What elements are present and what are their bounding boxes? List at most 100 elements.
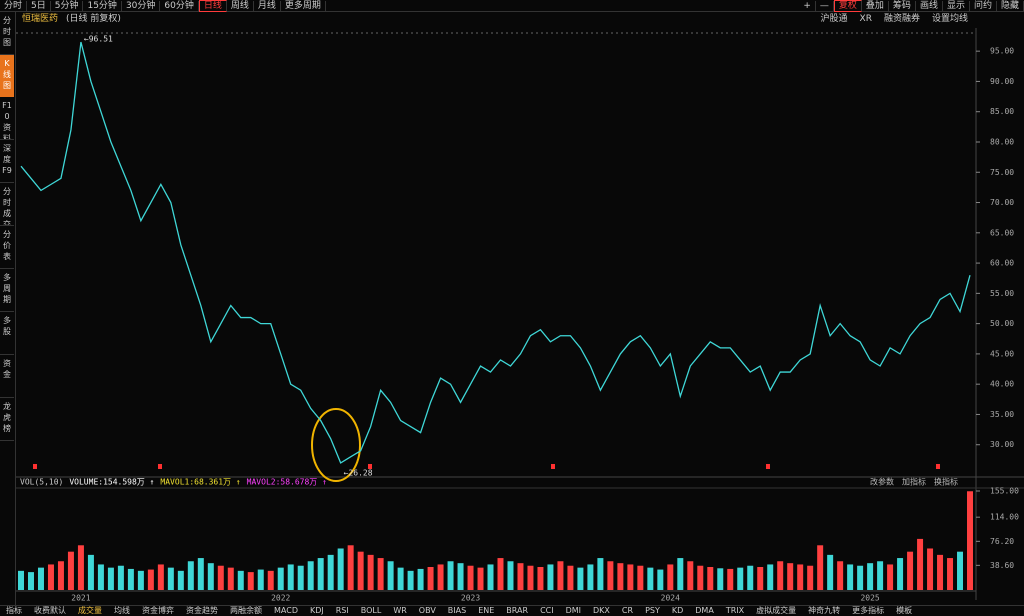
side-tab[interactable]: 深度F9 [0, 140, 14, 183]
volume-bar [97, 564, 104, 590]
side-tab[interactable]: 分价表 [0, 226, 14, 269]
tool-button[interactable]: 画线 [916, 0, 943, 11]
volume-bar [717, 568, 724, 590]
indicator-tab[interactable]: RSI [335, 606, 349, 615]
volume-bar [857, 565, 864, 590]
header-link[interactable]: 沪股通 [820, 14, 848, 24]
y-tick-label: 76.20 [990, 537, 1014, 546]
volume-bar [537, 567, 544, 590]
tool-button[interactable]: 筹码 [889, 0, 916, 11]
volume-bar [847, 564, 854, 590]
indicator-tab[interactable]: 收费默认 [34, 606, 66, 615]
period-button[interactable]: 5日 [27, 0, 51, 11]
indicator-tab[interactable]: DMI [565, 606, 582, 615]
x-tick-label: 2023 [461, 594, 480, 603]
volume-bar [457, 563, 464, 590]
indicator-tab[interactable]: 两融余额 [230, 606, 262, 615]
volume-bar [707, 567, 714, 590]
volume-bar [867, 563, 874, 590]
panel-button[interactable]: 改参数 [870, 477, 894, 487]
y-tick-label: 45.00 [990, 349, 1014, 358]
indicator-tab[interactable]: PSY [645, 606, 660, 615]
tool-button[interactable]: 问约 [970, 0, 997, 11]
period-button[interactable]: 60分钟 [160, 0, 199, 11]
indicator-tab[interactable]: BIAS [447, 606, 467, 615]
indicator-tab[interactable]: CR [621, 606, 634, 615]
indicator-tab[interactable]: 虚拟成交量 [756, 606, 797, 615]
period-button[interactable]: 更多周期 [281, 0, 326, 11]
tool-button[interactable]: — [816, 0, 834, 11]
volume-bar [187, 561, 194, 590]
indicator-tab[interactable]: 模板 [896, 606, 913, 615]
side-tab[interactable]: 龙虎榜 [0, 398, 14, 441]
indicator-tab[interactable]: ENE [478, 606, 495, 615]
tool-button[interactable]: 复权 [833, 0, 862, 12]
volume-bar [927, 548, 934, 590]
tool-button[interactable]: + [799, 0, 816, 11]
volume-bar [57, 561, 64, 590]
period-button[interactable]: 5分钟 [51, 0, 84, 11]
tool-button[interactable]: 显示 [943, 0, 970, 11]
volume-bar [247, 572, 254, 590]
volume-bar [937, 554, 944, 590]
volume-bar [157, 564, 164, 590]
volume-bar [617, 563, 624, 590]
y-tick-label: 65.00 [990, 228, 1014, 237]
indicator-tab[interactable]: 神奇九转 [808, 606, 841, 615]
y-tick-label: 40.00 [990, 380, 1014, 389]
side-tab[interactable]: 分时图 [0, 12, 14, 55]
period-button[interactable]: 30分钟 [122, 0, 161, 11]
volume-bar [387, 561, 394, 590]
volume-bar [827, 554, 834, 590]
period-button[interactable]: 15分钟 [83, 0, 122, 11]
tool-button[interactable]: 隐藏 [997, 0, 1024, 11]
indicator-tab[interactable]: 均线 [114, 606, 130, 615]
header-links: 沪股通 XR 融资融券 设置均线 [815, 12, 974, 26]
indicator-tab[interactable]: BRAR [506, 606, 529, 615]
panel-button[interactable]: 换指标 [934, 477, 958, 487]
side-tab[interactable]: 资金 [0, 355, 14, 398]
header-link[interactable]: XR [859, 14, 872, 24]
volume-bar [677, 558, 684, 590]
period-button[interactable]: 分时 [0, 0, 28, 11]
indicator-tab[interactable]: 更多指标 [852, 606, 885, 615]
side-tab[interactable]: K线图 [0, 55, 14, 97]
indicator-tab[interactable]: DKX [593, 606, 610, 615]
indicator-tab[interactable]: 成交量 [78, 606, 102, 615]
indicator-tab[interactable]: BOLL [360, 606, 382, 615]
volume-bar [817, 545, 824, 590]
volume-bar [777, 561, 784, 590]
side-tab[interactable]: 多股 [0, 312, 14, 355]
tool-button[interactable]: 叠加 [862, 0, 889, 11]
max-annotation: ←96.51 [84, 35, 113, 44]
period-button[interactable]: 日线 [198, 0, 227, 12]
x-tick-label: 2022 [271, 594, 290, 603]
indicator-tab[interactable]: WR [393, 606, 407, 615]
volume-bar [437, 564, 444, 590]
period-button[interactable]: 周线 [227, 0, 254, 11]
indicator-tab[interactable]: MACD [274, 606, 298, 615]
period-bar: 分时 5日 5分钟 15分钟 30分钟 60分钟 日线 周线 月线 更多周期 [0, 0, 1024, 12]
indicator-tab[interactable]: TRIX [725, 606, 745, 615]
y-tick-label: 70.00 [990, 198, 1014, 207]
header-link[interactable]: 融资融券 [883, 14, 920, 24]
indicator-tab[interactable]: 指标 [6, 606, 22, 615]
indicator-tab[interactable]: DMA [695, 606, 714, 615]
volume-bar [37, 567, 44, 590]
side-tab[interactable]: F10资料 [0, 97, 14, 140]
volume-legend: MAVOL1:68.361万 ↑ [160, 478, 240, 487]
volume-bar [327, 554, 334, 590]
indicator-tab[interactable]: KD [671, 606, 684, 615]
indicator-tab[interactable]: 资金博弈 [142, 606, 174, 615]
chart-mode: (日线 前复权) [66, 14, 121, 24]
panel-button[interactable]: 加指标 [902, 477, 926, 487]
indicator-tab[interactable]: 资金趋势 [186, 606, 218, 615]
header-link[interactable]: 设置均线 [931, 14, 968, 24]
indicator-tab[interactable]: OBV [418, 606, 436, 615]
indicator-tab[interactable]: KDJ [309, 606, 324, 615]
volume-bar [117, 565, 124, 590]
indicator-tab[interactable]: CCI [540, 606, 554, 615]
side-tab[interactable]: 多周期 [0, 269, 14, 312]
period-button[interactable]: 月线 [254, 0, 281, 11]
side-tab[interactable]: 分时成交 [0, 183, 14, 226]
